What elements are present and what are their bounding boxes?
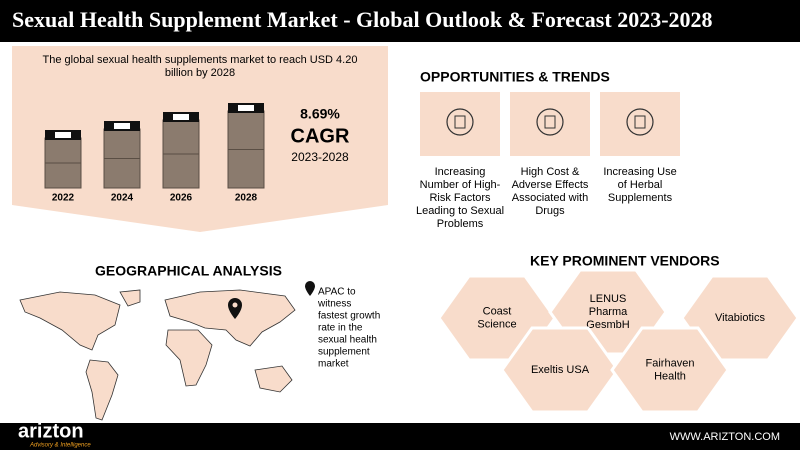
column-hole [238, 105, 254, 111]
text-line: Science [477, 318, 516, 330]
section-title: KEY PROMINENT VENDORS [530, 253, 720, 269]
text-line: Supplements [608, 192, 673, 204]
year-label: 2022 [52, 193, 75, 204]
footer-bar [0, 423, 800, 450]
text-line: Increasing [435, 166, 486, 178]
text-line: Associated with [512, 192, 588, 204]
text-line: witness [317, 299, 351, 310]
text-line: Coast [483, 305, 512, 317]
map-pin [228, 298, 242, 319]
text-line: Adverse Effects [512, 179, 589, 191]
vendor-diamond [610, 326, 730, 414]
text-line: of Herbal [618, 179, 663, 191]
column-hole [173, 114, 189, 120]
text-line: GesmbH [586, 319, 629, 331]
text-line: Fairhaven [646, 357, 695, 369]
website: WWW.ARIZTON.COM [670, 431, 780, 443]
text-line: market [318, 359, 349, 370]
text-line: High Cost & [521, 166, 580, 178]
brand: arizton [18, 420, 84, 442]
note-pin [305, 281, 315, 296]
text-line: Risk Factors [429, 192, 491, 204]
text-line: supplement [318, 347, 370, 358]
cagr-period: 2023-2028 [291, 150, 349, 164]
year-label: 2026 [170, 193, 193, 204]
text-line: APAC to [318, 287, 356, 298]
section-title: OPPORTUNITIES & TRENDS [420, 69, 610, 85]
text-line: The global sexual health supplements mar… [43, 54, 358, 66]
text-line: sexual health [318, 335, 377, 346]
section-title: GEOGRAPHICAL ANALYSIS [95, 263, 282, 279]
opportunity-box [600, 92, 680, 156]
opportunity-icon [446, 108, 474, 136]
world-map [19, 289, 296, 421]
tagline: Advisory & Intelligence [29, 443, 91, 449]
opportunity-icon-inner [454, 115, 466, 129]
text-line: Increasing Use [603, 166, 676, 178]
text-line: Pharma [589, 306, 628, 318]
opportunity-icon [536, 108, 564, 136]
year-label: 2028 [235, 193, 258, 204]
text-line: fastest growth [318, 311, 380, 322]
text-line: Vitabiotics [715, 312, 765, 324]
text-line: billion by 2028 [165, 67, 235, 79]
text-line: Health [654, 370, 686, 382]
text-line: LENUS [590, 293, 627, 305]
text-line: Exeltis USA [531, 364, 590, 376]
column-hole [55, 132, 71, 138]
cagr-value: 8.69% [300, 106, 340, 122]
column-hole [114, 123, 130, 129]
text-line: Leading to Sexual [416, 205, 504, 217]
opportunity-box [420, 92, 500, 156]
text-line: Drugs [535, 205, 565, 217]
opportunity-icon-inner [634, 115, 646, 129]
title-bar [0, 0, 800, 42]
year-label: 2024 [111, 193, 134, 204]
text-line: rate in the [318, 323, 363, 334]
opportunity-icon [626, 108, 654, 136]
title: Sexual Health Supplement Market - Global… [12, 7, 713, 32]
map-pin-hole [232, 302, 238, 308]
text-line: Number of High- [420, 179, 501, 191]
text-line: Problems [437, 218, 484, 230]
opportunity-icon-inner [544, 115, 556, 129]
cagr-label: CAGR [291, 125, 350, 147]
opportunity-box [510, 92, 590, 156]
